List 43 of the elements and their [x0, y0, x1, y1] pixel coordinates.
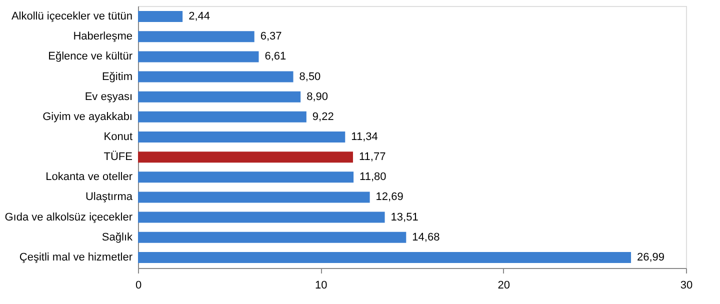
data-label: 6,61 [264, 50, 286, 63]
data-label: 8,50 [299, 70, 321, 83]
bar [138, 172, 354, 183]
data-label: 26,99 [637, 251, 665, 264]
data-label: 11,80 [360, 171, 386, 184]
y-tick-label: Çeşitli mal ve hizmetler [19, 251, 133, 264]
y-tick-label: Lokanta ve oteller [46, 171, 133, 184]
y-tick-label: Haberleşme [73, 30, 132, 43]
x-tick-label: 10 [315, 280, 328, 292]
bar [138, 31, 254, 42]
y-tick-label: Gıda ve alkolsüz içecekler [4, 211, 133, 224]
y-tick-label: Eğlence ve kültür [48, 50, 133, 63]
data-label: 14,68 [412, 231, 440, 244]
data-label: 13,51 [390, 211, 418, 224]
y-tick-label: Eğitim [102, 70, 132, 83]
y-tick-label: Ev eşyası [84, 90, 132, 103]
data-label: 2,44 [188, 10, 210, 23]
y-tick-label: Giyim ve ayakkabı [42, 110, 132, 123]
y-tick-label: Ulaştırma [85, 191, 134, 204]
data-label: 11,77 [359, 151, 386, 164]
bar [138, 11, 183, 22]
x-tick-label: 20 [498, 280, 510, 292]
y-tick-label: Sağlık [102, 231, 133, 244]
x-tick-label: 0 [135, 280, 142, 292]
bar [138, 71, 294, 82]
bar [138, 91, 301, 102]
bar [138, 192, 370, 203]
y-tick-label: Alkollü içecekler ve tütün [11, 10, 132, 23]
data-label: 6,37 [260, 30, 282, 43]
x-tick-label: 30 [680, 280, 693, 292]
data-label: 9,22 [312, 110, 334, 123]
data-label: 8,90 [306, 90, 328, 103]
y-tick-label: Konut [104, 131, 132, 143]
bar [138, 252, 632, 263]
bar [138, 111, 306, 122]
data-label: 11,34 [351, 131, 378, 143]
bar [138, 152, 353, 163]
bar [138, 132, 346, 142]
bar [138, 232, 406, 243]
bar [138, 212, 385, 223]
data-label: 12,69 [376, 191, 404, 204]
y-tick-label: TÜFE [104, 150, 132, 164]
bar [138, 51, 259, 62]
